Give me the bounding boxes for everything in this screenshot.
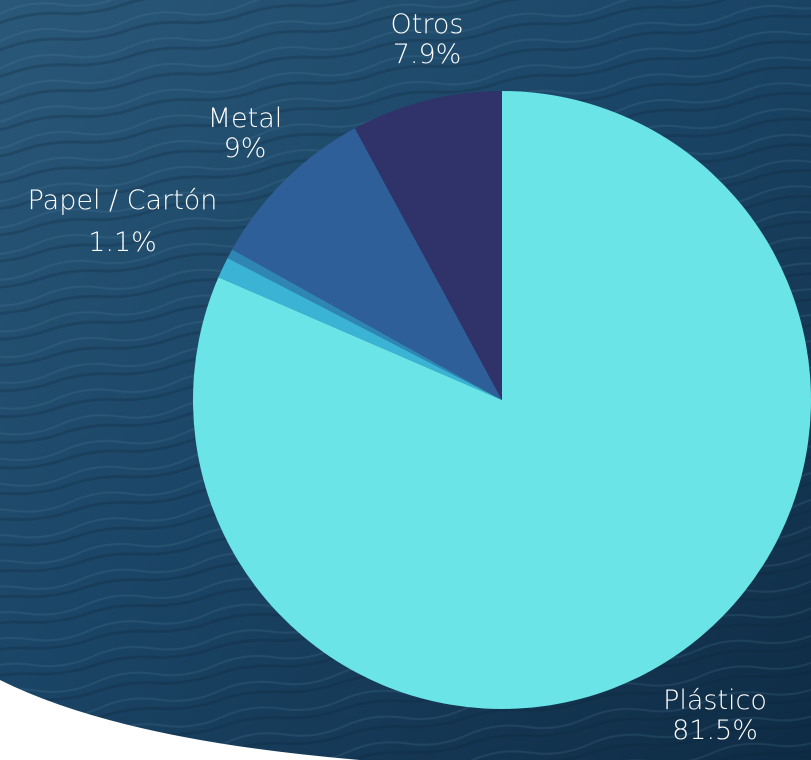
slice-metal: [232, 128, 502, 400]
label-otros-name: Otros: [390, 9, 464, 40]
white-corner-curve: [0, 680, 360, 760]
label-otros: Otros 7.9%: [352, 10, 502, 69]
label-plastico-value: 81.5%: [672, 714, 758, 746]
label-plastico-name: Plástico: [663, 685, 767, 716]
label-metal: Metal 9%: [170, 104, 320, 163]
label-papel-name: Papel / Cartón: [27, 185, 218, 216]
label-metal-value: 9%: [223, 132, 267, 164]
slice-papel-carton: [218, 257, 502, 400]
label-papel: Papel / Cartón 1.1%: [0, 180, 245, 264]
slice-otros: [354, 91, 502, 400]
slice-plastico: [193, 91, 811, 709]
label-metal-name: Metal: [207, 103, 283, 134]
label-otros-value: 7.9%: [392, 38, 462, 70]
label-plastico: Plástico 81.5%: [635, 686, 795, 745]
label-papel-value: 1.1%: [88, 226, 157, 258]
slice-minor: [227, 249, 502, 400]
